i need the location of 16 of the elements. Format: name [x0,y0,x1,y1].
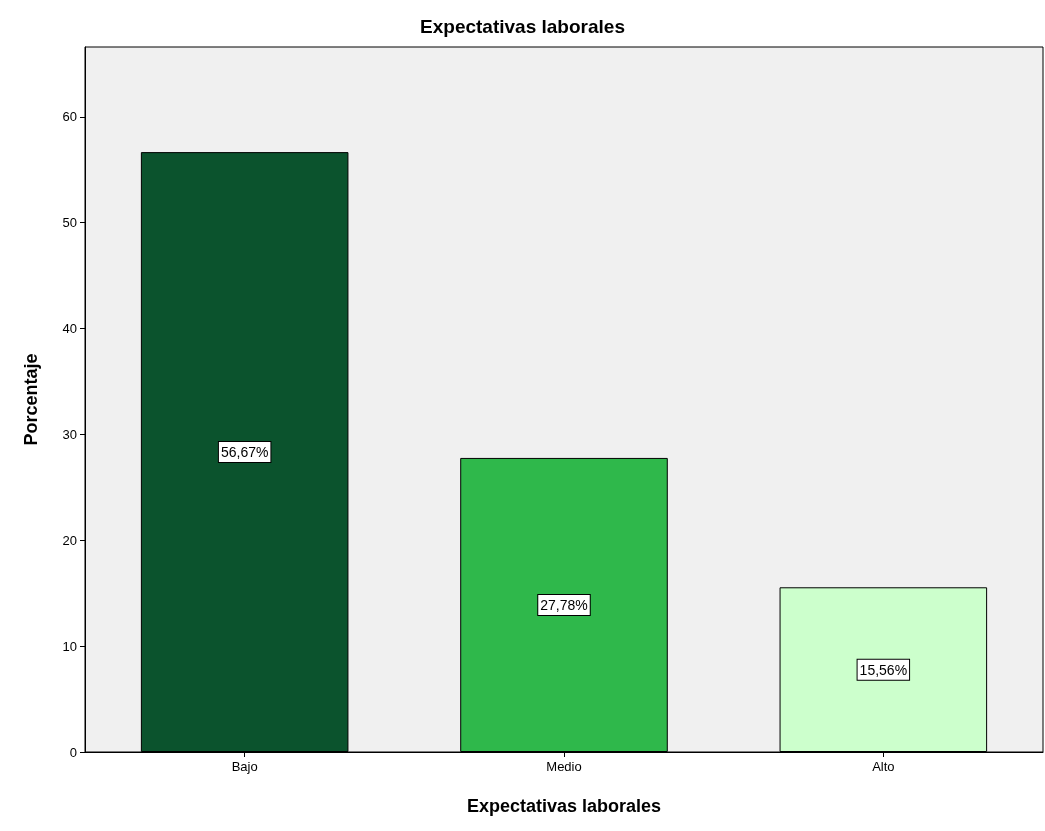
y-tick-label: 60 [62,109,77,125]
x-tick-label: Alto [872,759,895,774]
data-label: 15,56% [859,661,908,678]
y-tick-label: 10 [62,638,77,654]
x-tick-label: Bajo [231,759,258,774]
y-tick-label: 0 [69,744,77,760]
y-tick-label: 30 [62,426,77,442]
chart-title: Expectativas laborales [420,16,625,37]
y-axis-title: Porcentaje [21,353,41,446]
y-tick-label: 50 [62,215,77,231]
data-label: 27,78% [540,596,588,613]
x-axis-title: Expectativas laborales [466,796,662,816]
y-tick-label: 40 [62,321,77,337]
data-label: 56,67% [220,444,269,461]
y-tick-label: 20 [62,532,77,548]
x-tick-label: Medio [546,759,582,774]
